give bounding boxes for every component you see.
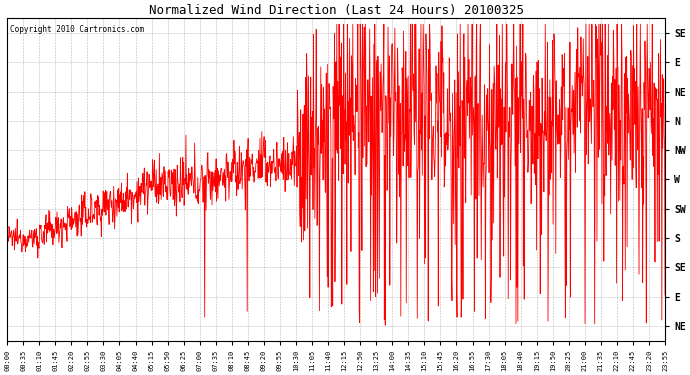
Text: Copyright 2010 Cartronics.com: Copyright 2010 Cartronics.com <box>10 25 145 34</box>
Title: Normalized Wind Direction (Last 24 Hours) 20100325: Normalized Wind Direction (Last 24 Hours… <box>148 4 524 17</box>
